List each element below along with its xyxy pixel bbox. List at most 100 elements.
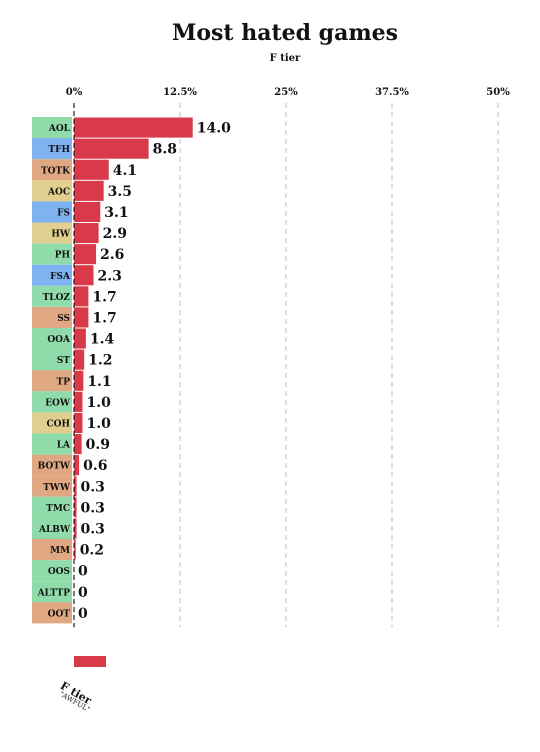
chart-title: Most hated games [172,20,398,46]
category-label-box [32,328,72,350]
x-tick-label: 50% [486,87,510,98]
value-label: 1.7 [92,310,116,326]
category-label: AOC [47,187,70,197]
category-label: OOT [48,609,71,619]
category-label: PH [55,251,71,261]
bar [74,391,83,412]
bar [74,370,84,391]
category-label-box [32,138,72,160]
category-label: SS [57,314,70,324]
value-label: 0 [78,606,88,622]
category-label-box [32,180,72,202]
value-label: 2.9 [103,226,127,242]
category-label: COH [46,419,70,429]
category-label: EOW [45,398,71,408]
value-label: 0.2 [80,543,104,559]
value-label: 0 [78,585,88,601]
value-label: 0.3 [81,500,105,516]
value-label: 0.9 [86,437,110,453]
legend-swatch-f-tier [74,656,106,667]
category-label-box [32,159,72,181]
category-label: OOS [48,567,70,577]
bar [74,180,104,201]
bar [74,349,85,370]
category-label-box [32,349,72,371]
value-label: 0.3 [81,479,105,495]
category-label: TOTK [41,166,71,176]
value-label: 0.3 [81,521,105,537]
x-tick-label: 0% [66,87,83,98]
value-label: 3.1 [104,205,128,221]
bar [74,328,86,349]
category-label-box [32,560,72,582]
category-label-box [32,433,72,455]
category-label-box [32,496,72,518]
x-tick-label: 25% [274,87,298,98]
bar [74,265,94,286]
bar [74,539,76,560]
bar [74,476,77,497]
bar [74,455,80,476]
bar [74,497,77,518]
category-label-box [32,517,72,539]
category-label-box [32,370,72,392]
bar [74,159,109,180]
category-label: BOTW [38,462,71,472]
category-label-box [32,264,72,286]
bar [74,286,89,307]
value-label: 8.8 [153,142,177,158]
value-label: 1.2 [88,353,112,369]
category-label: OOA [47,335,71,345]
bar [74,412,83,433]
value-label: 1.4 [90,332,115,348]
value-label: 1.1 [87,374,111,390]
bar [74,244,97,265]
category-label-box [32,201,72,223]
category-label-box [32,306,72,328]
value-label: 0.6 [83,458,107,474]
value-label: 2.6 [100,247,124,263]
value-label: 1.7 [92,289,116,305]
category-label: FSA [50,272,71,282]
value-label: 1.0 [86,395,111,411]
category-label: ALTTP [37,588,71,598]
category-label-box [32,412,72,434]
value-label: 3.5 [108,184,132,200]
category-label: TLOZ [43,293,71,303]
bar [74,434,82,455]
category-label: AOL [48,124,71,134]
x-tick-label: 37.5% [375,87,409,98]
chart-subtitle: F tier [269,53,301,64]
category-label: ALBW [38,525,71,535]
value-label: 14.0 [197,121,231,137]
category-label: MM [50,546,70,556]
category-label: ST [57,356,70,366]
category-label: TP [57,377,71,387]
category-label: TMC [46,504,70,514]
value-label: 4.1 [113,163,137,179]
bar [74,138,149,159]
bar [74,223,99,244]
bar [74,117,193,138]
value-label: 0 [78,564,88,580]
value-label: 1.0 [86,416,111,432]
category-label-box [32,117,72,139]
category-label: HW [51,230,71,240]
bar [74,307,89,328]
category-label-box [32,539,72,561]
category-label-box [32,454,72,476]
category-label: LA [57,441,71,451]
category-label-box [32,222,72,244]
x-tick-label: 12.5% [163,87,197,98]
category-label: TFH [48,145,70,155]
category-label-box [32,243,72,265]
bar [74,201,101,222]
category-label-box [32,285,72,307]
value-label: 2.3 [98,268,122,284]
category-label-box [32,391,72,413]
category-label-box [32,602,72,624]
category-label-box [32,475,72,497]
category-label: TWW [43,483,71,493]
category-label: FS [57,208,70,218]
